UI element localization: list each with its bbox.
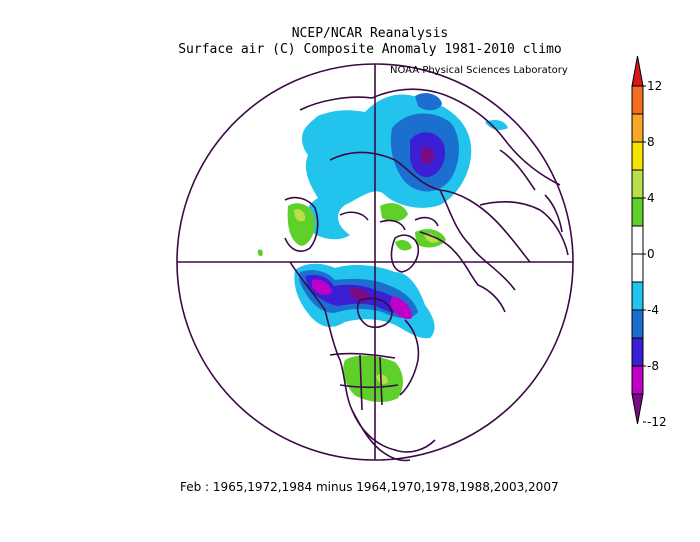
colorbar-tick-label: 4 <box>647 191 655 205</box>
canada-cold-core-west <box>312 279 332 295</box>
colorbar-swatch <box>631 113 644 143</box>
anomaly-shading <box>257 93 508 403</box>
colorbar-swatch <box>631 85 644 115</box>
us-borders <box>329 352 399 411</box>
asia-border-2 <box>479 200 569 256</box>
colorbar-swatch <box>631 309 644 339</box>
colorbar: 12 8 4 0 -4 -8 -12 <box>631 55 667 429</box>
siberia-cold-core <box>420 147 434 164</box>
chart-title: NCEP/NCAR Reanalysis <box>291 26 449 41</box>
coastlines <box>284 88 569 462</box>
alaska-coast <box>284 196 319 252</box>
colorbar-swatch <box>631 169 644 199</box>
colorbar-tick-label: 8 <box>647 135 655 149</box>
greenland-warm-patch <box>395 240 412 251</box>
colorbar-tick-label: -4 <box>647 303 659 317</box>
canada-east-coast <box>399 319 420 396</box>
colorbar-swatches <box>631 55 644 425</box>
eurasia-coast <box>299 88 561 186</box>
europe-warm-core <box>424 233 438 243</box>
colorbar-swatch <box>631 281 644 311</box>
graticule <box>176 63 574 461</box>
far-east-coast <box>499 149 563 233</box>
canada-cold-core-east <box>390 296 412 320</box>
small-warm-speck <box>257 249 263 257</box>
us-warm-core <box>376 374 388 384</box>
colorbar-swatch <box>631 365 644 395</box>
hudson-bay <box>356 297 393 328</box>
colorbar-swatch <box>631 337 644 367</box>
colorbar-swatch <box>631 225 644 255</box>
colorbar-swatch <box>631 253 644 283</box>
colorbar-bottom-arrow <box>631 393 644 425</box>
alaska-warm-core <box>294 209 306 222</box>
colorbar-tick-label: -8 <box>647 359 659 373</box>
europe-coast <box>419 231 506 313</box>
arctic-warm-patch <box>380 203 408 222</box>
asia-border-1 <box>439 189 516 291</box>
colorbar-top-arrow <box>631 55 644 87</box>
credit-label: NOAA Physical Sciences Laboratory <box>390 65 568 76</box>
central-america <box>351 409 411 462</box>
colorbar-tick-label: 12 <box>647 79 662 93</box>
arctic-cold-patch <box>315 113 337 130</box>
colorbar-labels: 12 8 4 0 -4 -8 -12 <box>643 79 667 429</box>
colorbar-tick-label: 0 <box>647 247 655 261</box>
colorbar-swatch <box>631 141 644 171</box>
east-siberia-cold <box>415 93 442 111</box>
composite-years-caption: Feb : 1965,1972,1984 minus 1964,1970,197… <box>180 480 559 494</box>
chart-subtitle: Surface air (C) Composite Anomaly 1981-2… <box>178 42 562 57</box>
arctic-islands <box>339 211 439 231</box>
colorbar-tick-label: -12 <box>647 415 667 429</box>
us-warm-region <box>343 355 403 403</box>
bering-cold-patch <box>485 120 508 130</box>
colorbar-swatch <box>631 197 644 227</box>
